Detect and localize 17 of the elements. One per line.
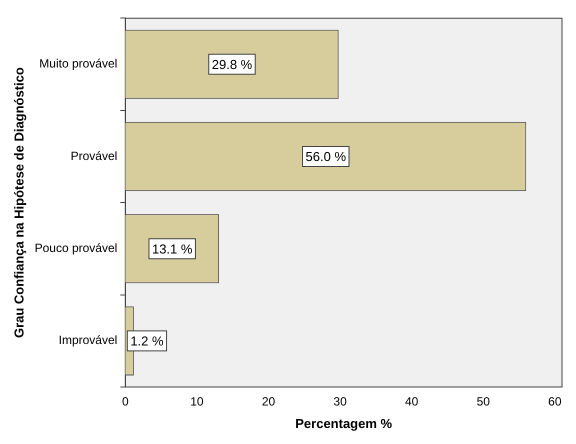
data-label: 13.1 % [152,241,193,256]
x-tick-label: 40 [404,394,419,409]
y-tick-label: Muito provável [39,56,118,71]
y-tick-label: Pouco provável [34,241,118,256]
x-tick-label: 50 [476,394,490,409]
data-label: 1.2 % [130,333,164,348]
y-axis-title: Grau Confiança na Hipótese de Diagnóstico [11,67,26,338]
x-tick-label: 10 [190,394,204,409]
y-tick-label: Provável [70,148,118,163]
x-tick-label: 60 [548,394,562,409]
y-tick-label: Improvável [58,333,118,348]
x-tick-label: 20 [262,394,276,409]
x-axis-title: Percentagem % [295,416,393,431]
x-tick-label: 0 [122,394,129,409]
data-label: 56.0 % [306,149,346,164]
x-tick-label: 30 [333,394,348,409]
data-label: 29.8 % [212,56,253,72]
